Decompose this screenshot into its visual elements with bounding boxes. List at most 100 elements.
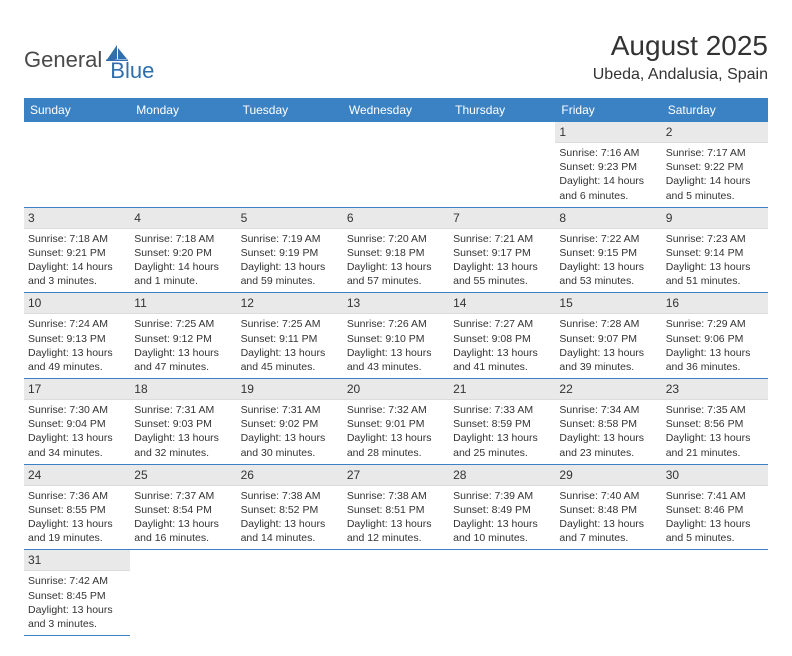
daylight-line-2: and 16 minutes.: [134, 531, 232, 545]
calendar-cell: 1Sunrise: 7:16 AMSunset: 9:23 PMDaylight…: [555, 122, 661, 207]
daylight-line-1: Daylight: 13 hours: [28, 517, 126, 531]
daylight-line-2: and 59 minutes.: [241, 274, 339, 288]
logo-word-1: General: [24, 47, 102, 73]
weekday-header: Thursday: [449, 98, 555, 122]
calendar-cell: [130, 122, 236, 207]
location: Ubeda, Andalusia, Spain: [593, 66, 768, 84]
calendar-cell: 29Sunrise: 7:40 AMSunset: 8:48 PMDayligh…: [555, 464, 661, 550]
sunset-line: Sunset: 9:02 PM: [241, 417, 339, 431]
calendar-cell: 12Sunrise: 7:25 AMSunset: 9:11 PMDayligh…: [237, 293, 343, 379]
weekday-header: Friday: [555, 98, 661, 122]
calendar-cell: 11Sunrise: 7:25 AMSunset: 9:12 PMDayligh…: [130, 293, 236, 379]
day-number: 14: [449, 293, 555, 314]
sunset-line: Sunset: 8:48 PM: [559, 503, 657, 517]
sunrise-line: Sunrise: 7:32 AM: [347, 403, 445, 417]
sunrise-line: Sunrise: 7:36 AM: [28, 489, 126, 503]
day-details: Sunrise: 7:23 AMSunset: 9:14 PMDaylight:…: [662, 229, 768, 293]
daylight-line-2: and 32 minutes.: [134, 446, 232, 460]
month-title: August 2025: [593, 30, 768, 62]
calendar-cell: 19Sunrise: 7:31 AMSunset: 9:02 PMDayligh…: [237, 379, 343, 465]
day-details: Sunrise: 7:21 AMSunset: 9:17 PMDaylight:…: [449, 229, 555, 293]
daylight-line-2: and 3 minutes.: [28, 274, 126, 288]
calendar-cell: 3Sunrise: 7:18 AMSunset: 9:21 PMDaylight…: [24, 207, 130, 293]
sunset-line: Sunset: 9:03 PM: [134, 417, 232, 431]
calendar-cell: [237, 122, 343, 207]
daylight-line-2: and 3 minutes.: [28, 617, 126, 631]
weekday-header: Wednesday: [343, 98, 449, 122]
daylight-line-2: and 57 minutes.: [347, 274, 445, 288]
sunrise-line: Sunrise: 7:19 AM: [241, 232, 339, 246]
day-details: Sunrise: 7:42 AMSunset: 8:45 PMDaylight:…: [24, 571, 130, 635]
daylight-line-2: and 43 minutes.: [347, 360, 445, 374]
sunset-line: Sunset: 9:21 PM: [28, 246, 126, 260]
sunset-line: Sunset: 8:59 PM: [453, 417, 551, 431]
calendar-cell: 8Sunrise: 7:22 AMSunset: 9:15 PMDaylight…: [555, 207, 661, 293]
day-number: 21: [449, 379, 555, 400]
day-details: Sunrise: 7:27 AMSunset: 9:08 PMDaylight:…: [449, 314, 555, 378]
calendar-cell: 10Sunrise: 7:24 AMSunset: 9:13 PMDayligh…: [24, 293, 130, 379]
sunrise-line: Sunrise: 7:18 AM: [134, 232, 232, 246]
sunrise-line: Sunrise: 7:42 AM: [28, 574, 126, 588]
calendar-row: 3Sunrise: 7:18 AMSunset: 9:21 PMDaylight…: [24, 207, 768, 293]
day-number: 29: [555, 465, 661, 486]
daylight-line-2: and 25 minutes.: [453, 446, 551, 460]
calendar-cell: 24Sunrise: 7:36 AMSunset: 8:55 PMDayligh…: [24, 464, 130, 550]
sunset-line: Sunset: 9:01 PM: [347, 417, 445, 431]
sunrise-line: Sunrise: 7:28 AM: [559, 317, 657, 331]
calendar-cell: [555, 550, 661, 636]
title-block: August 2025 Ubeda, Andalusia, Spain: [593, 30, 768, 84]
day-number: 1: [555, 122, 661, 143]
day-details: Sunrise: 7:28 AMSunset: 9:07 PMDaylight:…: [555, 314, 661, 378]
sunset-line: Sunset: 9:15 PM: [559, 246, 657, 260]
daylight-line-2: and 41 minutes.: [453, 360, 551, 374]
sunset-line: Sunset: 9:19 PM: [241, 246, 339, 260]
sunset-line: Sunset: 9:13 PM: [28, 332, 126, 346]
sunset-line: Sunset: 9:06 PM: [666, 332, 764, 346]
weekday-header: Saturday: [662, 98, 768, 122]
day-details: Sunrise: 7:35 AMSunset: 8:56 PMDaylight:…: [662, 400, 768, 464]
sunset-line: Sunset: 9:20 PM: [134, 246, 232, 260]
calendar-cell: [343, 550, 449, 636]
daylight-line-1: Daylight: 13 hours: [347, 346, 445, 360]
sunset-line: Sunset: 8:54 PM: [134, 503, 232, 517]
day-number: 10: [24, 293, 130, 314]
day-number: 8: [555, 208, 661, 229]
calendar-cell: [343, 122, 449, 207]
daylight-line-1: Daylight: 13 hours: [28, 603, 126, 617]
daylight-line-2: and 6 minutes.: [559, 189, 657, 203]
sunrise-line: Sunrise: 7:23 AM: [666, 232, 764, 246]
day-number: 11: [130, 293, 236, 314]
daylight-line-1: Daylight: 13 hours: [453, 346, 551, 360]
calendar-cell: 25Sunrise: 7:37 AMSunset: 8:54 PMDayligh…: [130, 464, 236, 550]
calendar-cell: 21Sunrise: 7:33 AMSunset: 8:59 PMDayligh…: [449, 379, 555, 465]
calendar-cell: [237, 550, 343, 636]
day-details: Sunrise: 7:19 AMSunset: 9:19 PMDaylight:…: [237, 229, 343, 293]
calendar-row: 24Sunrise: 7:36 AMSunset: 8:55 PMDayligh…: [24, 464, 768, 550]
daylight-line-1: Daylight: 14 hours: [559, 174, 657, 188]
calendar-cell: 14Sunrise: 7:27 AMSunset: 9:08 PMDayligh…: [449, 293, 555, 379]
daylight-line-1: Daylight: 14 hours: [666, 174, 764, 188]
calendar-row: 10Sunrise: 7:24 AMSunset: 9:13 PMDayligh…: [24, 293, 768, 379]
day-number: 2: [662, 122, 768, 143]
calendar-cell: [130, 550, 236, 636]
day-details: Sunrise: 7:36 AMSunset: 8:55 PMDaylight:…: [24, 486, 130, 550]
calendar-row: 17Sunrise: 7:30 AMSunset: 9:04 PMDayligh…: [24, 379, 768, 465]
sunrise-line: Sunrise: 7:38 AM: [241, 489, 339, 503]
daylight-line-2: and 1 minute.: [134, 274, 232, 288]
day-details: Sunrise: 7:26 AMSunset: 9:10 PMDaylight:…: [343, 314, 449, 378]
daylight-line-2: and 55 minutes.: [453, 274, 551, 288]
sunrise-line: Sunrise: 7:40 AM: [559, 489, 657, 503]
calendar-cell: [662, 550, 768, 636]
daylight-line-1: Daylight: 14 hours: [134, 260, 232, 274]
weekday-header: Tuesday: [237, 98, 343, 122]
daylight-line-2: and 30 minutes.: [241, 446, 339, 460]
daylight-line-1: Daylight: 13 hours: [241, 431, 339, 445]
sunrise-line: Sunrise: 7:21 AM: [453, 232, 551, 246]
sunset-line: Sunset: 9:04 PM: [28, 417, 126, 431]
calendar-page: General Blue August 2025 Ubeda, Andalusi…: [0, 0, 792, 656]
day-details: Sunrise: 7:38 AMSunset: 8:52 PMDaylight:…: [237, 486, 343, 550]
day-details: Sunrise: 7:29 AMSunset: 9:06 PMDaylight:…: [662, 314, 768, 378]
sunset-line: Sunset: 9:12 PM: [134, 332, 232, 346]
calendar-cell: [449, 550, 555, 636]
calendar-cell: 22Sunrise: 7:34 AMSunset: 8:58 PMDayligh…: [555, 379, 661, 465]
